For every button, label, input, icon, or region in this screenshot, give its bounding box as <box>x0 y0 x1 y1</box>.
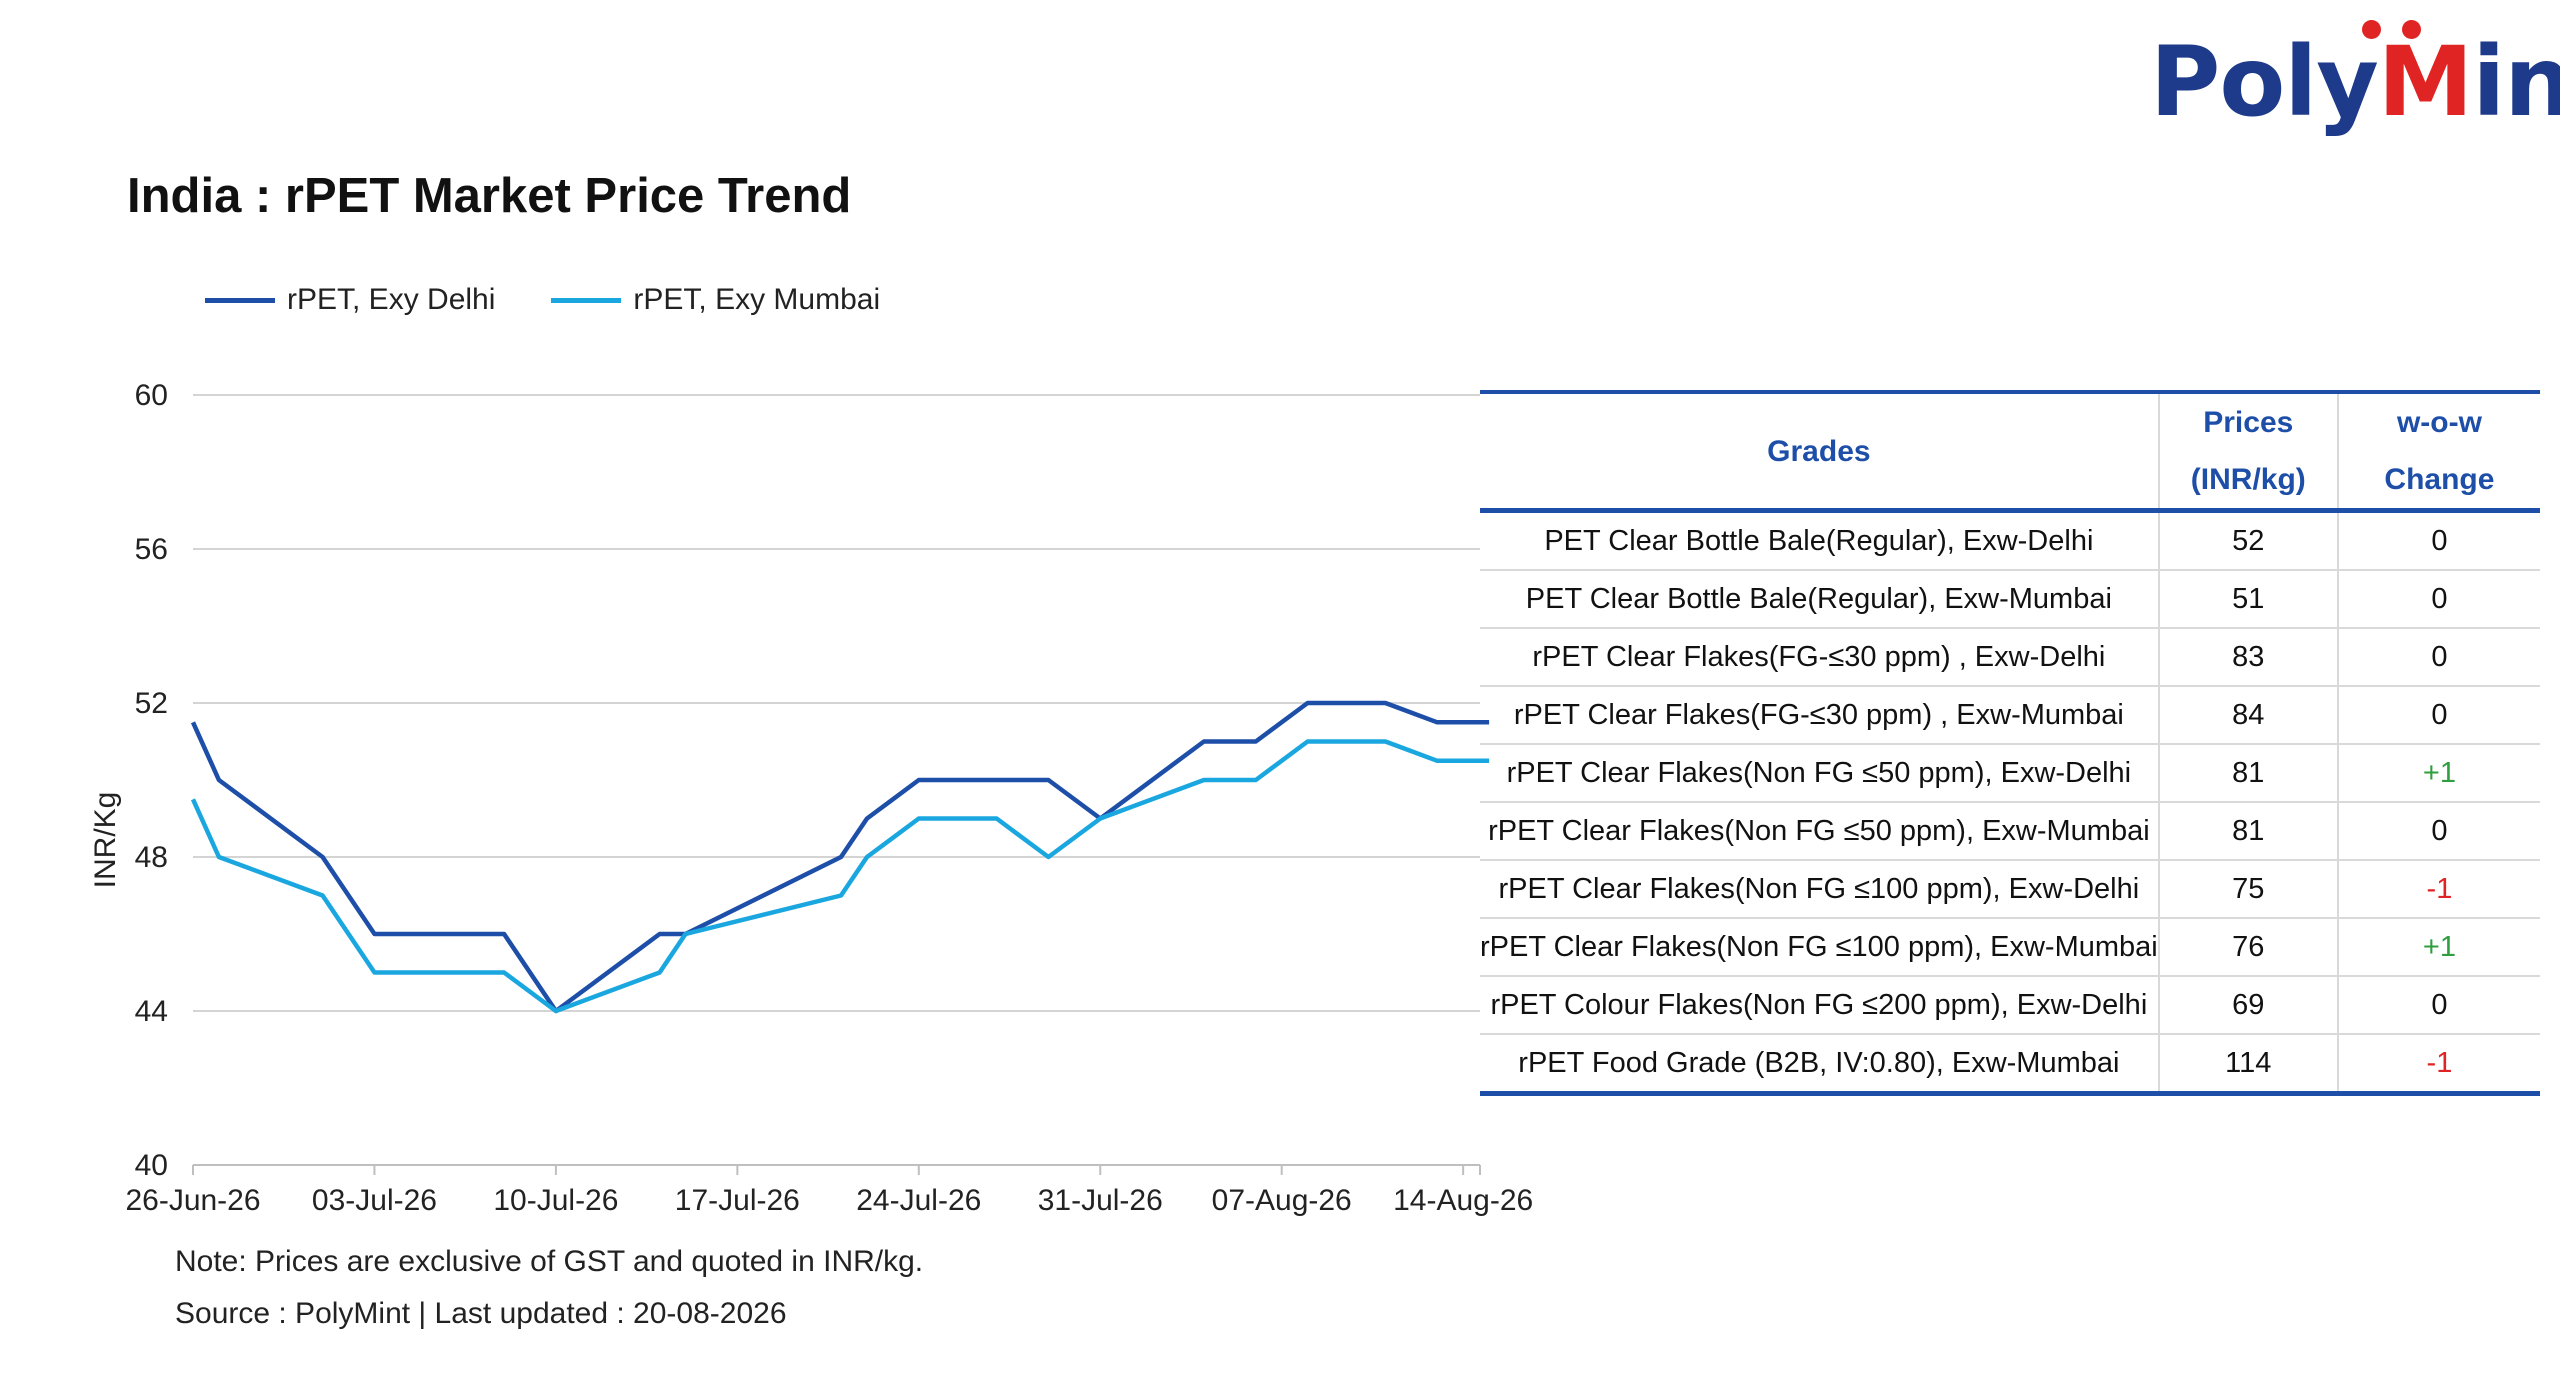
logo-dot-right-icon <box>2402 20 2421 39</box>
change-cell: 0 <box>2336 686 2540 745</box>
price-cell: 114 <box>2157 1034 2338 1096</box>
y-tick-label: 60 <box>135 379 168 412</box>
header-prices: Prices (INR/kg) <box>2157 390 2338 513</box>
y-tick-label: 44 <box>135 995 168 1028</box>
price-cell: 81 <box>2157 744 2338 803</box>
grade-cell: rPET Colour Flakes(Non FG ≤200 ppm), Exw… <box>1480 976 2159 1035</box>
table-row: rPET Colour Flakes(Non FG ≤200 ppm), Exw… <box>1480 976 2540 1035</box>
page-title: India : rPET Market Price Trend <box>127 169 852 223</box>
logo-text-poly: Poly <box>2150 26 2379 138</box>
y-tick-label: 52 <box>135 687 168 720</box>
y-tick-label: 48 <box>135 841 168 874</box>
grade-cell: PET Clear Bottle Bale(Regular), Exw-Mumb… <box>1480 570 2159 629</box>
grade-cell: rPET Food Grade (B2B, IV:0.80), Exw-Mumb… <box>1480 1034 2159 1096</box>
logo-wordmark: PolyMint <box>2150 20 2560 145</box>
x-tick-label: 31-Jul-26 <box>1038 1184 1163 1217</box>
x-tick-label: 26-Jun-26 <box>125 1184 260 1217</box>
change-cell: 0 <box>2336 570 2540 629</box>
table-row: rPET Clear Flakes(Non FG ≤100 ppm), Exw-… <box>1480 918 2540 977</box>
table-row: rPET Clear Flakes(Non FG ≤50 ppm), Exw-M… <box>1480 802 2540 861</box>
change-cell: +1 <box>2336 918 2540 977</box>
price-table-container: Grades Prices (INR/kg) w-o-w Change PET … <box>1480 390 2540 1096</box>
header-grades: Grades <box>1480 390 2159 513</box>
header-prices-line1: Prices <box>2203 406 2294 439</box>
grade-cell: rPET Clear Flakes(FG-≤30 ppm) , Exw-Mumb… <box>1480 686 2159 745</box>
header-prices-line2: (INR/kg) <box>2190 463 2306 496</box>
change-cell: +1 <box>2336 744 2540 803</box>
x-tick-label: 10-Jul-26 <box>493 1184 618 1217</box>
y-axis-label: INR/Kg <box>89 792 122 889</box>
y-tick-label: 40 <box>135 1149 168 1182</box>
table-row: rPET Food Grade (B2B, IV:0.80), Exw-Mumb… <box>1480 1034 2540 1096</box>
price-cell: 52 <box>2157 510 2338 571</box>
logo-dot-left-icon <box>2362 20 2381 39</box>
grade-cell: rPET Clear Flakes(Non FG ≤50 ppm), Exw-D… <box>1480 744 2159 803</box>
price-table: Grades Prices (INR/kg) w-o-w Change PET … <box>1480 390 2540 1096</box>
legend-item-mumbai: rPET, Exy Mumbai <box>551 283 880 317</box>
legend-swatch-delhi <box>205 297 275 303</box>
legend-swatch-mumbai <box>551 297 622 303</box>
grade-cell: rPET Clear Flakes(FG-≤30 ppm) , Exw-Delh… <box>1480 628 2159 687</box>
grade-cell: PET Clear Bottle Bale(Regular), Exw-Delh… <box>1480 510 2159 571</box>
legend-label-mumbai: rPET, Exy Mumbai <box>633 283 881 316</box>
price-cell: 84 <box>2157 686 2338 745</box>
chart-legend: rPET, Exy Delhi rPET, Exy Mumbai <box>205 280 936 320</box>
grade-cell: rPET Clear Flakes(Non FG ≤100 ppm), Exw-… <box>1480 918 2159 977</box>
logo-text-m: M <box>2377 26 2474 138</box>
series-line-mumbai <box>190 739 1490 1014</box>
x-tick-label: 14-Aug-26 <box>1393 1184 1533 1217</box>
y-tick-label: 56 <box>135 533 168 566</box>
table-header-row: Grades Prices (INR/kg) w-o-w Change <box>1480 390 2540 513</box>
price-cell: 76 <box>2157 918 2338 977</box>
x-tick-label: 17-Jul-26 <box>675 1184 800 1217</box>
legend-label-delhi: rPET, Exy Delhi <box>287 283 496 316</box>
price-trend-chart: 40 44 48 52 56 60 26-Jun-26 03-Jul-26 10-Jul-26 1… <box>89 379 1533 1217</box>
logo-text-int: int <box>2472 26 2560 138</box>
change-cell: 0 <box>2336 976 2540 1035</box>
change-cell: -1 <box>2336 1034 2540 1096</box>
footer-note: Note: Prices are exclusive of GST and qu… <box>175 1245 924 1278</box>
table-row: rPET Clear Flakes(Non FG ≤50 ppm), Exw-D… <box>1480 744 2540 803</box>
table-row: rPET Clear Flakes(FG-≤30 ppm) , Exw-Mumb… <box>1480 686 2540 745</box>
table-row: PET Clear Bottle Bale(Regular), Exw-Mumb… <box>1480 570 2540 629</box>
series-line-delhi <box>190 700 1490 1014</box>
price-cell: 81 <box>2157 802 2338 861</box>
x-tick-label: 03-Jul-26 <box>312 1184 437 1217</box>
table-row: PET Clear Bottle Bale(Regular), Exw-Delh… <box>1480 510 2540 571</box>
price-cell: 51 <box>2157 570 2338 629</box>
change-cell: 0 <box>2336 802 2540 861</box>
footer-source: Source : PolyMint | Last updated : 20-08… <box>175 1297 787 1330</box>
polymint-logo: PolyMint <box>2150 20 2560 145</box>
change-cell: 0 <box>2336 628 2540 687</box>
grade-cell: rPET Clear Flakes(Non FG ≤100 ppm), Exw-… <box>1480 860 2159 919</box>
change-cell: -1 <box>2336 860 2540 919</box>
table-row: rPET Clear Flakes(FG-≤30 ppm) , Exw-Delh… <box>1480 628 2540 687</box>
table-row: rPET Clear Flakes(Non FG ≤100 ppm), Exw-… <box>1480 860 2540 919</box>
price-cell: 75 <box>2157 860 2338 919</box>
grade-cell: rPET Clear Flakes(Non FG ≤50 ppm), Exw-M… <box>1480 802 2159 861</box>
header-change: w-o-w Change <box>2336 390 2540 513</box>
x-tick-label: 07-Aug-26 <box>1212 1184 1352 1217</box>
price-cell: 83 <box>2157 628 2338 687</box>
change-cell: 0 <box>2336 510 2540 571</box>
x-tick-label: 24-Jul-26 <box>856 1184 981 1217</box>
price-cell: 69 <box>2157 976 2338 1035</box>
legend-item-delhi: rPET, Exy Delhi <box>205 283 495 317</box>
